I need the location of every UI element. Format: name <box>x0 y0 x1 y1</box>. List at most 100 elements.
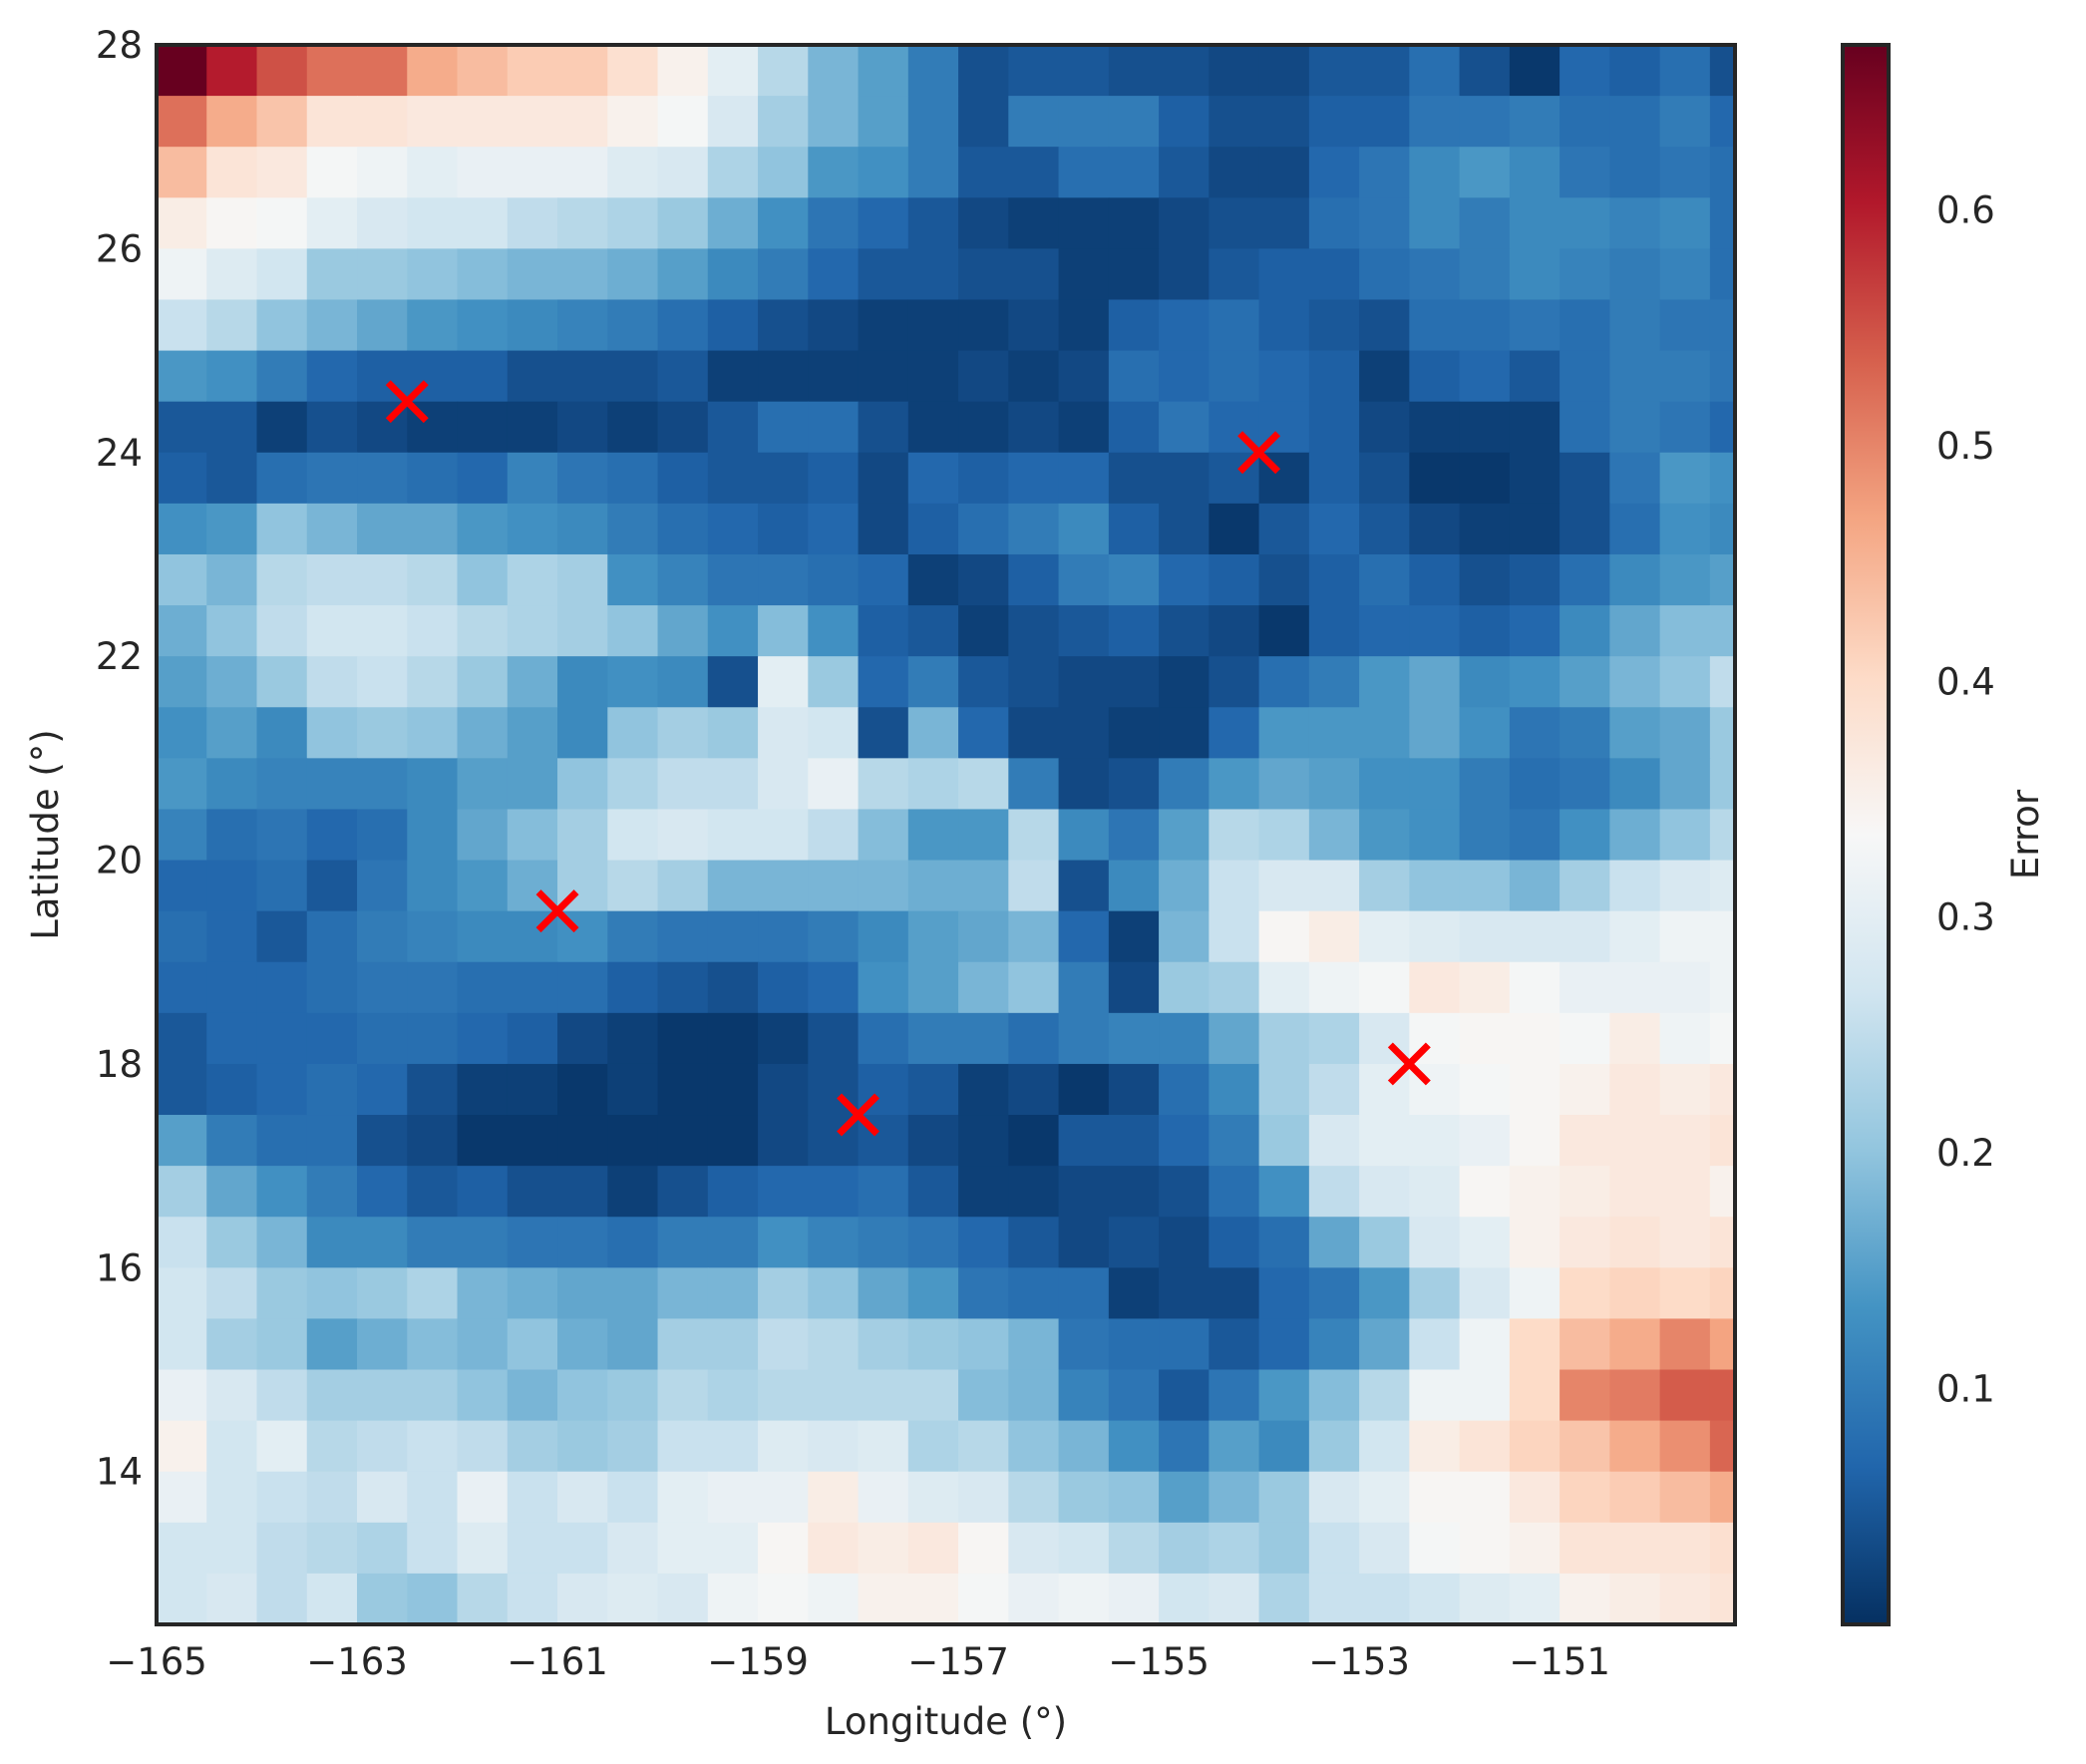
colorbar-tick-label: 0.1 <box>1936 1368 1995 1411</box>
heatmap-cells <box>157 45 1736 1625</box>
heatmap-cell <box>1359 1318 1410 1371</box>
heatmap-cell <box>1359 656 1410 708</box>
heatmap-cell <box>1058 1573 1110 1625</box>
heatmap-cell <box>1308 401 1360 454</box>
heatmap-cell <box>907 1063 959 1116</box>
heatmap-cell <box>1609 299 1661 352</box>
heatmap-cell <box>1609 961 1661 1014</box>
heatmap-cell <box>1609 503 1661 555</box>
heatmap-cell <box>407 1471 459 1524</box>
heatmap-cell <box>157 503 207 555</box>
heatmap-cell <box>357 860 408 912</box>
heatmap-cell <box>507 656 558 708</box>
heatmap-cell <box>157 401 207 454</box>
marker-points <box>385 380 1431 1137</box>
heatmap-cell <box>407 1267 459 1320</box>
heatmap-cell <box>907 1522 959 1575</box>
heatmap-cell <box>1560 1522 1610 1575</box>
heatmap-cell <box>507 809 558 862</box>
heatmap-cell <box>758 656 809 708</box>
heatmap-cell <box>1609 860 1661 912</box>
heatmap-cell <box>557 809 608 862</box>
heatmap-cell <box>357 961 408 1014</box>
heatmap-cell <box>1008 45 1060 97</box>
heatmap-cell <box>306 503 358 555</box>
heatmap-cell <box>907 656 959 708</box>
heatmap-cell <box>958 1573 1009 1625</box>
heatmap-cell <box>1359 1420 1410 1473</box>
heatmap-cell <box>1159 1420 1210 1473</box>
heatmap-cell <box>457 503 509 555</box>
heatmap-cell <box>557 350 608 403</box>
heatmap-cell <box>1008 656 1060 708</box>
heatmap-cell <box>206 1369 258 1422</box>
heatmap-cell <box>357 809 408 862</box>
heatmap-cell <box>457 1217 509 1268</box>
heatmap-cell <box>607 758 659 811</box>
heatmap-cell <box>1258 1369 1310 1422</box>
heatmap-cell <box>1459 452 1511 505</box>
heatmap-cell <box>707 452 759 505</box>
heatmap-cell <box>1209 1471 1260 1524</box>
heatmap-cell <box>1258 961 1310 1014</box>
heatmap-cell <box>1159 1573 1210 1625</box>
heatmap-cell <box>1560 299 1610 352</box>
heatmap-cell <box>1659 1471 1711 1524</box>
heatmap-cell <box>1560 1267 1610 1320</box>
heatmap-cell <box>858 1267 909 1320</box>
heatmap-cell <box>306 1522 358 1575</box>
heatmap-cell <box>1409 1166 1461 1218</box>
heatmap-cell <box>557 1471 608 1524</box>
heatmap-cell <box>1609 197 1661 249</box>
heatmap-cell <box>1560 860 1610 912</box>
heatmap-cell <box>1659 656 1711 708</box>
heatmap-cell <box>1258 1267 1310 1320</box>
heatmap-cell <box>1459 553 1511 606</box>
heatmap-cell <box>407 1318 459 1371</box>
heatmap-cell <box>607 452 659 505</box>
heatmap-cell <box>1258 1217 1310 1268</box>
heatmap-cell <box>1108 248 1160 301</box>
heatmap-cell <box>1058 605 1110 657</box>
heatmap-cell <box>357 1166 408 1218</box>
heatmap-cell <box>1058 1471 1110 1524</box>
heatmap-cell <box>1008 1522 1060 1575</box>
heatmap-cell <box>707 503 759 555</box>
heatmap-cell <box>1258 1063 1310 1116</box>
heatmap-cell <box>1308 961 1360 1014</box>
heatmap-cell <box>657 401 709 454</box>
heatmap-cell <box>907 553 959 606</box>
colorbar-ticks: 0.1 0.2 0.3 0.4 0.5 0.6 <box>1936 188 1995 1410</box>
heatmap-cell <box>1359 45 1410 97</box>
heatmap-cell <box>607 248 659 301</box>
heatmap-cell <box>758 758 809 811</box>
heatmap-cell <box>1459 197 1511 249</box>
heatmap-cell <box>1359 809 1410 862</box>
heatmap-cell <box>1709 1573 1736 1625</box>
heatmap-cell <box>808 401 860 454</box>
heatmap-cell <box>357 1471 408 1524</box>
heatmap-cell <box>1308 1471 1360 1524</box>
heatmap-cell <box>157 1522 207 1575</box>
heatmap-cell <box>407 45 459 97</box>
heatmap-cell <box>1409 1115 1461 1167</box>
heatmap-cell <box>907 707 959 759</box>
heatmap-cell <box>1058 1318 1110 1371</box>
heatmap-cell <box>1159 758 1210 811</box>
heatmap-cell <box>1058 503 1110 555</box>
heatmap-cell <box>657 248 709 301</box>
heatmap-cell <box>407 197 459 249</box>
heatmap-cell <box>1058 809 1110 862</box>
heatmap-cell <box>507 758 558 811</box>
heatmap-cell <box>256 147 308 198</box>
heatmap-cell <box>457 147 509 198</box>
heatmap-cell <box>808 656 860 708</box>
heatmap-cell <box>1008 605 1060 657</box>
heatmap-cell <box>1409 1369 1461 1422</box>
heatmap-cell <box>457 1369 509 1422</box>
heatmap-cell <box>1258 503 1310 555</box>
heatmap-cell <box>758 1369 809 1422</box>
heatmap-cell <box>1209 1522 1260 1575</box>
heatmap-cell <box>758 1573 809 1625</box>
heatmap-cell <box>357 553 408 606</box>
